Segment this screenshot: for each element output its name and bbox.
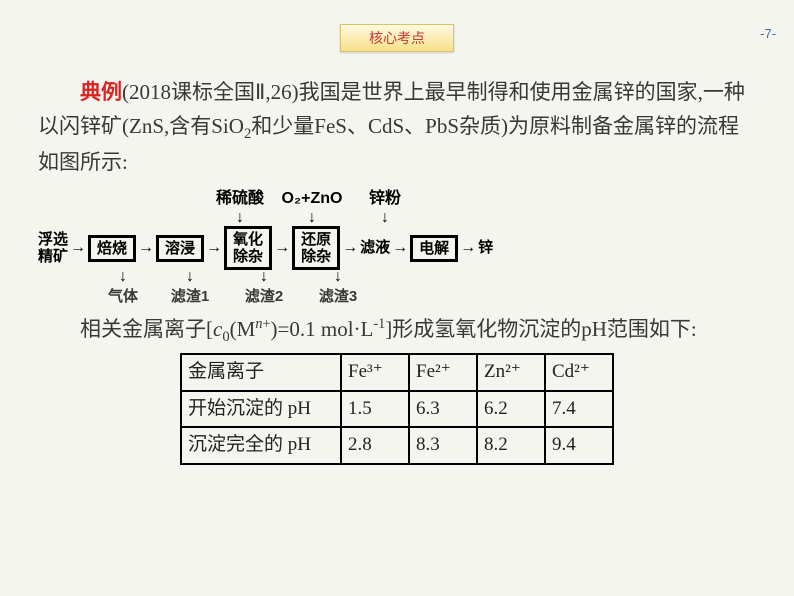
cell: 9.4 — [545, 427, 613, 463]
cell: 6.3 — [409, 391, 477, 427]
row1-label: 开始沉淀的 pH — [181, 391, 341, 427]
table-row: 沉淀完全的 pH 2.8 8.3 8.2 9.4 — [181, 427, 613, 463]
th-cd2: Cd²⁺ — [545, 354, 613, 390]
p2-d: ]形成氢氧化物沉淀的pH范围如下: — [385, 317, 697, 341]
residue-3: 滤渣3 — [302, 285, 374, 309]
arrow-icon: → — [340, 235, 360, 261]
reagent-2: O₂+ZnO — [272, 186, 352, 212]
p2-c: )=0.1 mol·L — [271, 317, 374, 341]
row2-label: 沉淀完全的 pH — [181, 427, 341, 463]
tab-core: 核心考点 — [340, 24, 454, 52]
th-fe2: Fe²⁺ — [409, 354, 477, 390]
table-row: 开始沉淀的 pH 1.5 6.3 6.2 7.4 — [181, 391, 613, 427]
cell: 2.8 — [341, 427, 409, 463]
para-ph-intro: 相关金属离子[c0(Mn+)=0.1 mol·L-1]形成氢氧化物沉淀的pH范围… — [38, 313, 756, 350]
p2-a: 相关金属离子[ — [80, 317, 213, 341]
byproduct-gas: 气体 — [92, 285, 154, 309]
p2-c0-sub: 0 — [222, 329, 229, 345]
p2-c0: c — [213, 317, 222, 341]
reagent-1: 稀硫酸 — [208, 186, 272, 212]
filtrate-label: 滤液 — [360, 236, 390, 260]
lead-label: 典例 — [80, 80, 122, 104]
residue-2: 滤渣2 — [226, 285, 302, 309]
th-zn2: Zn²⁺ — [477, 354, 545, 390]
para-problem: 典例(2018课标全国Ⅱ,26)我国是世界上最早制得和使用金属锌的国家,一种以闪… — [38, 76, 756, 180]
cell: 8.2 — [477, 427, 545, 463]
arrow-icon: → — [390, 235, 410, 261]
page-number: -7- — [760, 26, 776, 41]
arrow-icon: → — [136, 235, 156, 261]
process-flowchart: 稀硫酸 O₂+ZnO 锌粉 ↓ ↓ ↓ 浮选 精矿 → 焙烧 → 溶浸 → 氧化… — [38, 186, 756, 309]
cell: 7.4 — [545, 391, 613, 427]
arrow-icon: → — [68, 235, 88, 261]
cell: 8.3 — [409, 427, 477, 463]
p2-neg1: -1 — [373, 316, 385, 332]
arrow-icon: → — [458, 235, 478, 261]
step-oxidize: 氧化 除杂 — [224, 226, 272, 271]
ph-table: 金属离子 Fe³⁺ Fe²⁺ Zn²⁺ Cd²⁺ 开始沉淀的 pH 1.5 6.… — [180, 353, 614, 464]
step-roast: 焙烧 — [88, 235, 136, 262]
step-reduce: 还原 除杂 — [292, 226, 340, 271]
table-row: 金属离子 Fe³⁺ Fe²⁺ Zn²⁺ Cd²⁺ — [181, 354, 613, 390]
reagent-3: 锌粉 — [352, 186, 418, 212]
th-ion: 金属离子 — [181, 354, 341, 390]
input-material: 浮选 精矿 — [38, 231, 68, 266]
residue-1: 滤渣1 — [154, 285, 226, 309]
cell: 1.5 — [341, 391, 409, 427]
step-leach: 溶浸 — [156, 235, 204, 262]
source-ref: (2018课标全国Ⅱ,26) — [122, 80, 299, 104]
content: 典例(2018课标全国Ⅱ,26)我国是世界上最早制得和使用金属锌的国家,一种以闪… — [38, 76, 756, 465]
output-zinc: 锌 — [478, 236, 493, 260]
step-electrolysis: 电解 — [410, 235, 458, 262]
p2-n: n+ — [255, 316, 270, 332]
arrow-icon: → — [272, 235, 292, 261]
cell: 6.2 — [477, 391, 545, 427]
arrow-icon: → — [204, 235, 224, 261]
p2-b: (M — [230, 317, 256, 341]
th-fe3: Fe³⁺ — [341, 354, 409, 390]
